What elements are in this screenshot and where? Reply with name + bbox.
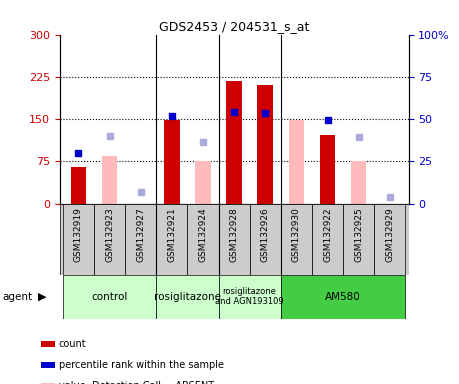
Text: GSM132926: GSM132926 (261, 207, 270, 262)
Text: GSM132930: GSM132930 (292, 207, 301, 262)
Bar (187, 204, 218, 275)
Bar (195, 161, 211, 204)
Bar (41, 383, 55, 384)
Bar (257, 85, 273, 204)
Bar (226, 81, 242, 204)
Bar (374, 204, 405, 275)
Bar (281, 204, 312, 275)
Bar (289, 120, 304, 204)
Bar (218, 275, 281, 319)
Bar (125, 204, 156, 275)
Text: AM580: AM580 (325, 291, 361, 302)
Bar (156, 204, 187, 275)
Text: GSM132923: GSM132923 (105, 207, 114, 262)
Text: percentile rank within the sample: percentile rank within the sample (59, 360, 224, 370)
Bar (320, 135, 336, 204)
Text: GSM132924: GSM132924 (198, 207, 207, 262)
Bar (94, 204, 125, 275)
Bar (102, 156, 118, 204)
Bar (164, 120, 179, 204)
Text: rosiglitazone: rosiglitazone (154, 291, 221, 302)
Bar (71, 167, 86, 204)
Text: agent: agent (2, 291, 33, 302)
Text: ▶: ▶ (38, 291, 46, 302)
Text: GSM132922: GSM132922 (323, 207, 332, 262)
Bar (41, 362, 55, 368)
Bar (63, 204, 94, 275)
Text: GSM132919: GSM132919 (74, 207, 83, 262)
Bar (63, 275, 156, 319)
Bar (312, 204, 343, 275)
Text: rosiglitazone
and AGN193109: rosiglitazone and AGN193109 (215, 287, 284, 306)
Text: value, Detection Call = ABSENT: value, Detection Call = ABSENT (59, 381, 214, 384)
Bar (281, 275, 405, 319)
Bar (218, 204, 250, 275)
Bar (41, 341, 55, 347)
Bar (351, 161, 366, 204)
Text: GSM132921: GSM132921 (167, 207, 176, 262)
Text: GSM132927: GSM132927 (136, 207, 145, 262)
Text: GSM132925: GSM132925 (354, 207, 363, 262)
Text: control: control (91, 291, 128, 302)
Bar (156, 275, 218, 319)
Bar (60, 204, 409, 275)
Title: GDS2453 / 204531_s_at: GDS2453 / 204531_s_at (159, 20, 309, 33)
Text: count: count (59, 339, 87, 349)
Text: GSM132928: GSM132928 (230, 207, 239, 262)
Bar (343, 204, 374, 275)
Text: GSM132929: GSM132929 (385, 207, 394, 262)
Bar (250, 204, 281, 275)
